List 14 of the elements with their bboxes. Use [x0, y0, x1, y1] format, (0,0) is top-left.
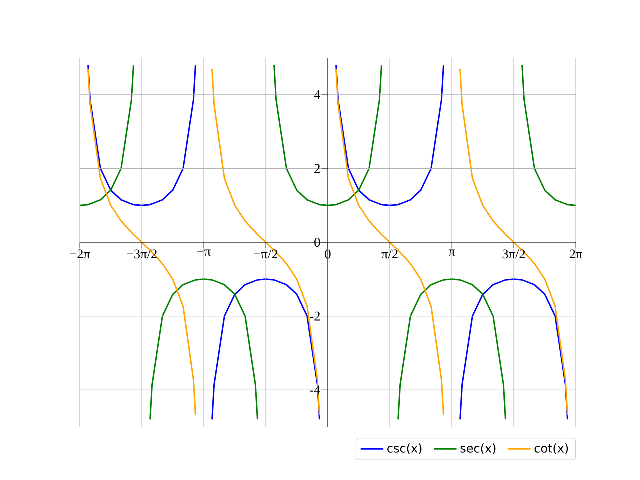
legend-label: sec(x)	[460, 444, 496, 454]
x-tick-label: π/2	[382, 250, 398, 259]
legend-label: cot(x)	[534, 444, 568, 454]
y-tick-label: 4	[314, 90, 321, 100]
legend-label: csc(x)	[388, 444, 422, 454]
x-tick-label: −2π	[70, 250, 90, 259]
y-tick-label: -2	[310, 312, 320, 321]
x-tick-label: −π	[198, 250, 211, 256]
x-tick-label: π	[448, 250, 456, 256]
x-tick-label: −π/2	[254, 250, 278, 259]
y-tick-label: 2	[314, 164, 320, 174]
x-tick-label: 3π/2	[502, 250, 526, 259]
y-tick-label: -4	[310, 386, 321, 394]
x-tick-label: 2π	[570, 250, 582, 259]
